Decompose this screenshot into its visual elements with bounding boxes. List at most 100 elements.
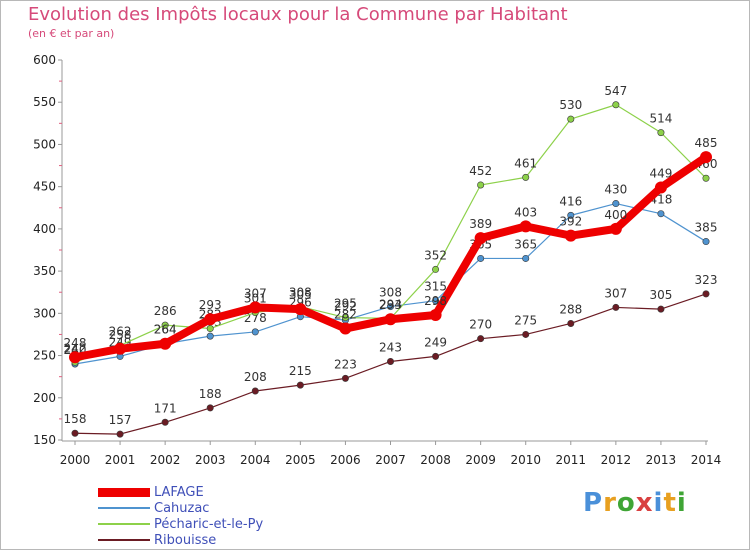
data-label-lafage: 400: [604, 208, 627, 222]
data-point-lafage: [519, 220, 532, 233]
data-point-ribouisse: [116, 430, 124, 438]
data-point-lafage: [384, 313, 397, 326]
logo-letter: i: [653, 488, 664, 518]
x-tick-label: 2012: [601, 453, 632, 467]
data-label-p-charic-et-le-py: 547: [604, 84, 627, 98]
data-label-p-charic-et-le-py: 286: [154, 304, 177, 318]
data-label-ribouisse: 243: [379, 340, 402, 354]
data-label-cahuzac: 315: [424, 280, 447, 294]
proxiti-logo: Proxiti: [583, 488, 687, 518]
data-point-lafage: [429, 309, 442, 322]
data-label-lafage: 293: [199, 298, 222, 312]
chart-subtitle: (en € et par an): [28, 27, 115, 40]
data-label-lafage: 293: [379, 298, 402, 312]
data-label-lafage: 403: [514, 205, 537, 219]
logo-letter: r: [603, 488, 617, 518]
x-tick-label: 2014: [691, 453, 722, 467]
data-label-lafage: 449: [649, 167, 672, 181]
data-label-p-charic-et-le-py: 461: [514, 156, 537, 170]
data-label-ribouisse: 215: [289, 364, 312, 378]
data-point-lafage: [294, 303, 307, 316]
legend-swatch-pecharic: [98, 523, 150, 525]
legend-label-cahuzac: Cahuzac: [154, 500, 210, 516]
data-label-lafage: 258: [109, 328, 132, 342]
legend-label-pecharic: Pécharic-et-le-Py: [154, 516, 264, 532]
data-point-ribouisse: [567, 319, 575, 327]
data-label-lafage: 305: [289, 288, 312, 302]
x-tick-label: 2002: [150, 453, 181, 467]
data-label-ribouisse: 158: [64, 412, 87, 426]
data-point-lafage: [339, 322, 352, 335]
data-point-p-charic-et-le-py: [702, 174, 710, 182]
data-label-cahuzac: 385: [695, 221, 718, 235]
x-tick-label: 2006: [330, 453, 361, 467]
data-label-lafage: 307: [244, 286, 267, 300]
y-tick-label: 450: [33, 180, 56, 194]
x-tick-label: 2007: [375, 453, 406, 467]
data-label-ribouisse: 307: [604, 286, 627, 300]
data-point-ribouisse: [161, 418, 169, 426]
data-point-cahuzac: [567, 211, 575, 219]
legend-label-lafage: LAFAGE: [154, 484, 204, 500]
data-label-lafage: 282: [334, 308, 357, 322]
y-tick-label: 300: [33, 306, 56, 320]
data-point-cahuzac: [477, 254, 485, 262]
legend-item-pecharic[interactable]: Pécharic-et-le-Py: [98, 516, 358, 532]
data-label-ribouisse: 270: [469, 318, 492, 332]
data-label-ribouisse: 275: [514, 313, 537, 327]
data-point-cahuzac: [522, 254, 530, 262]
data-label-ribouisse: 171: [154, 401, 177, 415]
data-point-ribouisse: [522, 330, 530, 338]
data-label-p-charic-et-le-py: 514: [649, 112, 672, 126]
data-point-ribouisse: [657, 305, 665, 313]
data-label-p-charic-et-le-py: 352: [424, 248, 447, 262]
data-label-p-charic-et-le-py: 294: [379, 297, 402, 311]
data-point-p-charic-et-le-py: [567, 115, 575, 123]
x-tick-label: 2010: [510, 453, 541, 467]
data-label-p-charic-et-le-py: 295: [334, 297, 357, 311]
logo-letter: o: [616, 488, 636, 518]
logo-letter: t: [663, 488, 677, 518]
data-point-ribouisse: [612, 303, 620, 311]
x-tick-label: 2004: [240, 453, 271, 467]
data-label-p-charic-et-le-py: 308: [289, 286, 312, 300]
legend-item-ribouisse[interactable]: Ribouisse: [98, 532, 358, 548]
legend-swatch-lafage: [98, 487, 150, 497]
data-point-cahuzac: [612, 200, 620, 208]
data-label-p-charic-et-le-py: 301: [244, 291, 267, 305]
data-point-lafage: [114, 342, 127, 355]
data-label-p-charic-et-le-py: 530: [559, 98, 582, 112]
data-point-p-charic-et-le-py: [432, 265, 440, 273]
data-point-p-charic-et-le-py: [477, 181, 485, 189]
data-label-lafage: 485: [695, 136, 718, 150]
data-label-ribouisse: 249: [424, 335, 447, 349]
data-point-lafage: [700, 151, 712, 164]
y-tick-label: 250: [33, 349, 56, 363]
data-label-cahuzac: 365: [514, 237, 537, 251]
legend-item-lafage[interactable]: LAFAGE: [98, 484, 358, 500]
data-point-cahuzac: [702, 238, 710, 246]
y-tick-label: 550: [33, 95, 56, 109]
data-label-p-charic-et-le-py: 262: [109, 324, 132, 338]
data-point-cahuzac: [251, 328, 259, 336]
data-label-ribouisse: 288: [559, 302, 582, 316]
data-point-lafage: [159, 337, 172, 350]
data-point-lafage: [69, 351, 81, 364]
data-point-p-charic-et-le-py: [657, 129, 665, 137]
y-tick-label: 150: [33, 433, 56, 447]
data-label-lafage: 248: [64, 336, 87, 350]
logo-letter: i: [676, 488, 687, 518]
data-label-cahuzac: 430: [604, 183, 627, 197]
data-point-lafage: [654, 181, 667, 194]
logo-letter: P: [583, 488, 604, 518]
data-label-ribouisse: 223: [334, 357, 357, 371]
data-label-lafage: 392: [559, 215, 582, 229]
legend-item-cahuzac[interactable]: Cahuzac: [98, 500, 358, 516]
data-point-ribouisse: [341, 374, 349, 382]
data-point-lafage: [474, 232, 487, 245]
data-point-cahuzac: [386, 303, 394, 311]
x-tick-label: 2005: [285, 453, 316, 467]
data-point-ribouisse: [206, 404, 214, 412]
data-point-cahuzac: [432, 297, 440, 305]
data-label-p-charic-et-le-py: 242: [64, 341, 87, 355]
